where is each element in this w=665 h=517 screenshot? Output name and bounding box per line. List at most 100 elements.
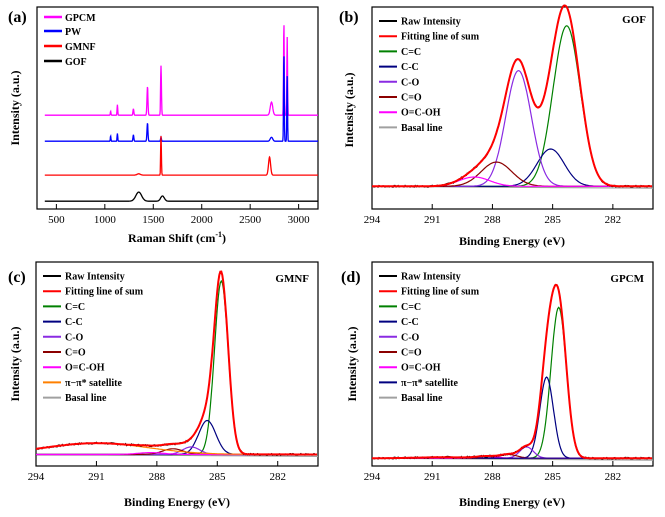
panel-a-y-axis-title: Intensity (a.u.): [8, 70, 22, 145]
panel-b-tick-label-282: 282: [605, 214, 622, 226]
legend-entry-pw: PW: [65, 27, 81, 38]
panel-a-raman: (a) 500 1000 1500 2000 2500 3000 GPCM PW GMNF…: [8, 6, 319, 245]
panel-d-legend-entry-c-o: C=O: [401, 348, 422, 359]
panel-a-tick-label-1500: 1500: [142, 214, 165, 226]
panel-c-legend-entry-raw-intensity: Raw Intensity: [65, 272, 125, 283]
panel-b-tick-label-291: 291: [424, 214, 441, 226]
panel-b-legend-entry-basal-line: Basal line: [401, 123, 443, 134]
panel-d-component-c-c: [372, 376, 652, 459]
raman-series-gof: [44, 191, 318, 202]
panel-b-frame: [371, 6, 654, 210]
panel-c-legend-entry-c-o: C=O: [65, 348, 86, 359]
panel-d-sample-label: GPCM: [610, 273, 644, 285]
panel-c-tick-label-291: 291: [88, 471, 105, 483]
legend-entry-gmnf: GMNF: [65, 42, 96, 53]
panel-b-sample-label: GOF: [622, 14, 646, 26]
panel-d-y-axis-title: Intensity (a.u.): [345, 326, 359, 401]
panel-d-tick-label-291: 291: [424, 471, 441, 483]
panel-d-legend-entry-c-c: C=C: [401, 302, 421, 313]
panel-a-plot-area: [44, 25, 318, 202]
panel-b-tick-label-294: 294: [364, 214, 381, 226]
panel-c-frame: [35, 261, 319, 467]
panel-b-tick-label-288: 288: [484, 214, 501, 226]
panel-b-legend-entry-c-c: C-C: [401, 62, 419, 73]
panel-d-legend-entry-c-c: C-C: [401, 317, 419, 328]
panel-d-legend-entry-c-o: C-O: [401, 332, 420, 343]
panel-d-x-axis-title: Binding Energy (eV): [459, 495, 565, 509]
raman-series-gmnf: [44, 135, 318, 176]
panel-d-plot-area: [371, 283, 654, 461]
panel-a-x-title-main: Raman Shift (cm: [128, 231, 215, 245]
panel-c-legend-entry-satellite: π−π* satellite: [65, 378, 122, 389]
panel-d-tick-label-285: 285: [544, 471, 561, 483]
legend-entry-gof: GOF: [65, 57, 87, 68]
panel-c-x-ticks: 294 291 288 285 282: [28, 461, 286, 483]
panel-c-legend-entry-c-o: C-O: [65, 332, 84, 343]
panel-d-tick-label-288: 288: [484, 471, 501, 483]
legend-entry-gpcm: GPCM: [65, 13, 96, 24]
panel-b-legend: Raw Intensity Fitting line of sum C=C C-C C-…: [379, 17, 480, 134]
panel-b-label: (b): [339, 9, 359, 26]
panel-c-legend-entry-o-c-oh: O=C-OH: [65, 363, 105, 374]
panel-d-gpcm-xps: (d) GPCM 294 291 288 285 282 Raw Intensity Fi…: [341, 261, 654, 509]
panel-a-x-ticks: 500 1000 1500 2000 2500 3000: [48, 204, 310, 226]
panel-c-tick-label-285: 285: [209, 471, 226, 483]
panel-c-legend-entry-c-c: C=C: [65, 302, 85, 313]
panel-d-label: (d): [341, 269, 361, 286]
panel-b-legend-entry-o-c-oh: O=C-OH: [401, 108, 441, 119]
panel-d-legend-entry-fitting-line-of-sum: Fitting line of sum: [401, 287, 480, 298]
panel-b-legend-entry-c-o: C-O: [401, 77, 420, 88]
panel-b-y-axis-title: Intensity (a.u.): [342, 72, 356, 147]
panel-a-x-title-close: ): [222, 231, 226, 245]
raman-series-pw: [44, 56, 318, 142]
panel-b-legend-entry-raw-intensity: Raw Intensity: [401, 17, 461, 28]
panel-d-tick-label-282: 282: [605, 471, 622, 483]
panel-a-tick-label-2500: 2500: [239, 214, 262, 226]
panel-c-plot-area: [35, 270, 319, 457]
panel-c-tick-label-294: 294: [28, 471, 45, 483]
panel-a-tick-label-2000: 2000: [191, 214, 214, 226]
panel-d-legend-entry-o-c-oh: O=C-OH: [401, 363, 441, 374]
panel-a-tick-label-3000: 3000: [288, 214, 311, 226]
panel-b-x-axis-title: Binding Energy (eV): [459, 234, 565, 248]
panel-b-gof-xps: (b) GOF 294 291 288 285 282 Raw Intensity Fit…: [339, 4, 654, 248]
panel-a-label: (a): [8, 9, 27, 26]
panel-d-legend-entry-raw-intensity: Raw Intensity: [401, 272, 461, 283]
panel-d-legend-entry-satellite: π−π* satellite: [401, 378, 458, 389]
panel-b-tick-label-285: 285: [544, 214, 561, 226]
panel-a-frame: [36, 6, 319, 210]
panel-b-component-c-c: [372, 148, 652, 187]
panel-c-sample-label: GMNF: [275, 273, 309, 285]
panel-b-legend-entry-fitting-line-of-sum: Fitting line of sum: [401, 32, 480, 43]
panel-c-tick-label-282: 282: [269, 471, 286, 483]
panel-d-tick-label-294: 294: [364, 471, 381, 483]
panel-c-tick-label-288: 288: [149, 471, 166, 483]
raman-series-gpcm: [44, 25, 318, 116]
panel-c-legend-entry-fitting-line-of-sum: Fitting line of sum: [65, 287, 144, 298]
panel-c-label: (c): [8, 269, 26, 286]
panel-b-fitting-sum: [372, 4, 652, 188]
panel-d-frame: [371, 261, 654, 467]
panel-b-x-ticks: 294 291 288 285 282: [364, 204, 621, 226]
panel-d-fitting-sum: [372, 283, 652, 460]
panel-c-x-axis-title: Binding Energy (eV): [124, 495, 230, 509]
panel-d-legend-entry-basal-line: Basal line: [401, 393, 443, 404]
panel-b-component-c-o: [372, 161, 652, 187]
panel-c-legend-entry-c-c: C-C: [65, 317, 83, 328]
panel-a-x-title-superscript: -1: [215, 230, 222, 239]
panel-c-legend: Raw Intensity Fitting line of sum C=C C-C C-…: [43, 272, 144, 404]
panel-c-y-axis-title: Intensity (a.u.): [8, 326, 22, 401]
panel-c-legend-entry-basal-line: Basal line: [65, 393, 107, 404]
panel-a-x-axis-title: Raman Shift (cm-1): [128, 230, 226, 245]
panel-c-gmnf-xps: (c) GMNF 294 291 288 285 282 Raw Intensity Fi…: [8, 261, 319, 509]
panel-c-fitting-sum: [35, 270, 317, 456]
panel-a-tick-label-1000: 1000: [94, 214, 117, 226]
panel-a-tick-label-500: 500: [48, 214, 65, 226]
panel-a-legend: GPCM PW GMNF GOF: [44, 13, 96, 68]
panel-b-legend-entry-c-c: C=C: [401, 47, 421, 58]
panel-d-legend: Raw Intensity Fitting line of sum C=C C-C C-…: [379, 272, 480, 404]
panel-b-plot-area: [371, 4, 654, 189]
panel-b-legend-entry-c-o: C=O: [401, 93, 422, 104]
panel-d-x-ticks: 294 291 288 285 282: [364, 461, 621, 483]
